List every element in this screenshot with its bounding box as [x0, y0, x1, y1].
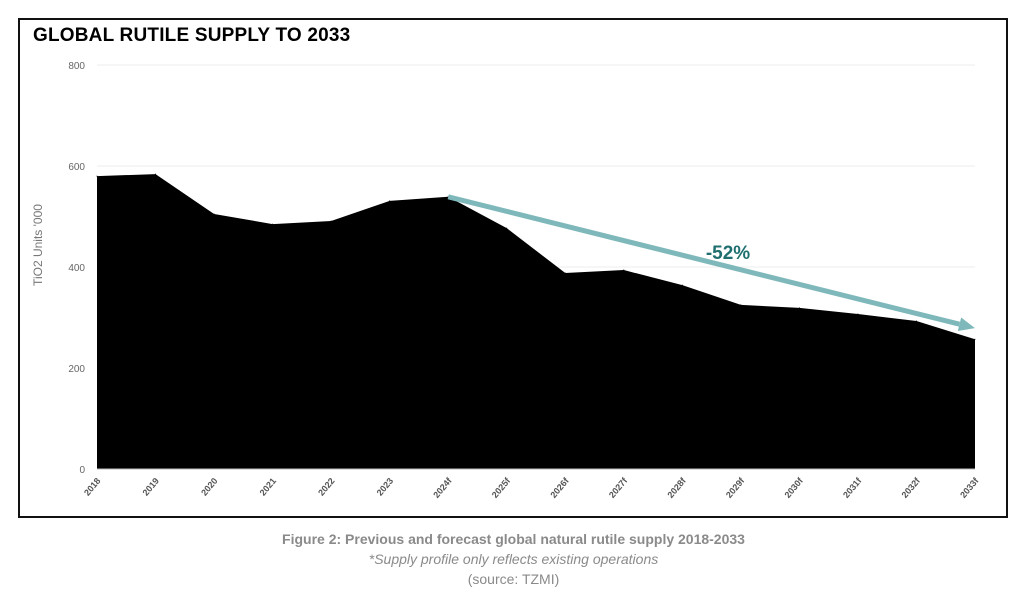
- y-axis-label: TiO2 Units '000: [31, 204, 45, 286]
- x-tick-label: 2020: [199, 476, 220, 498]
- x-tick-label: 2031f: [841, 475, 864, 500]
- x-tick-label: 2022: [316, 476, 337, 498]
- x-tick-label: 2030f: [782, 475, 805, 500]
- x-tick-label: 2025f: [490, 475, 513, 500]
- x-tick-label: 2028f: [665, 475, 688, 500]
- trend-percentage-label: -52%: [706, 243, 750, 264]
- figure-source: (source: TZMI): [467, 571, 560, 587]
- data-point-2026f: [564, 272, 566, 274]
- x-tick-label: 2018: [82, 476, 103, 498]
- y-tick-label: 200: [68, 364, 85, 375]
- y-tick-label: 600: [68, 162, 85, 173]
- x-tick-label: 2024f: [431, 475, 454, 500]
- data-point-2025f: [506, 227, 508, 229]
- data-point-2018: [96, 175, 98, 177]
- data-point-2031f: [857, 313, 859, 315]
- data-point-2023: [389, 200, 391, 202]
- data-point-2019: [155, 173, 157, 175]
- data-point-2020: [213, 213, 215, 215]
- data-point-2033f: [974, 338, 976, 340]
- chart-title: GLOBAL RUTILE SUPPLY TO 2033: [33, 25, 351, 46]
- data-point-2032f: [915, 320, 917, 322]
- x-axis-ticks: 2018 2019 2020 2021 2022 2023 2024f 2025f 2026f 2…: [82, 475, 981, 500]
- figure-note: *Supply profile only reflects existing o…: [368, 551, 659, 567]
- y-tick-label: 800: [68, 61, 85, 72]
- x-tick-label: 2021: [258, 476, 279, 498]
- x-tick-label: 2033f: [958, 475, 981, 500]
- x-tick-label: 2032f: [900, 475, 923, 500]
- area-series: [96, 173, 976, 470]
- trend-arrow-line: [447, 194, 961, 327]
- trend-arrow-head: [957, 317, 975, 332]
- chart-frame: [18, 18, 1008, 518]
- x-tick-label: 2027f: [607, 475, 630, 500]
- area-fill: [97, 174, 975, 469]
- y-axis-ticks: 0 200 400 600 800: [68, 61, 85, 476]
- data-point-2022: [330, 220, 332, 222]
- data-point-2021: [272, 223, 274, 225]
- x-tick-label: 2019: [141, 476, 162, 498]
- data-point-2029f: [740, 304, 742, 306]
- x-tick-label: 2023: [375, 476, 396, 498]
- y-tick-label: 400: [68, 263, 85, 274]
- x-tick-label: 2026f: [548, 475, 571, 500]
- x-tick-label: 2029f: [724, 475, 747, 500]
- data-point-2027f: [623, 269, 625, 271]
- data-point-2028f: [681, 284, 683, 286]
- y-tick-label: 0: [79, 465, 85, 476]
- figure-caption: Figure 2: Previous and forecast global n…: [282, 531, 745, 547]
- trend-annotation: -52%: [447, 194, 975, 332]
- data-point-2030f: [798, 307, 800, 309]
